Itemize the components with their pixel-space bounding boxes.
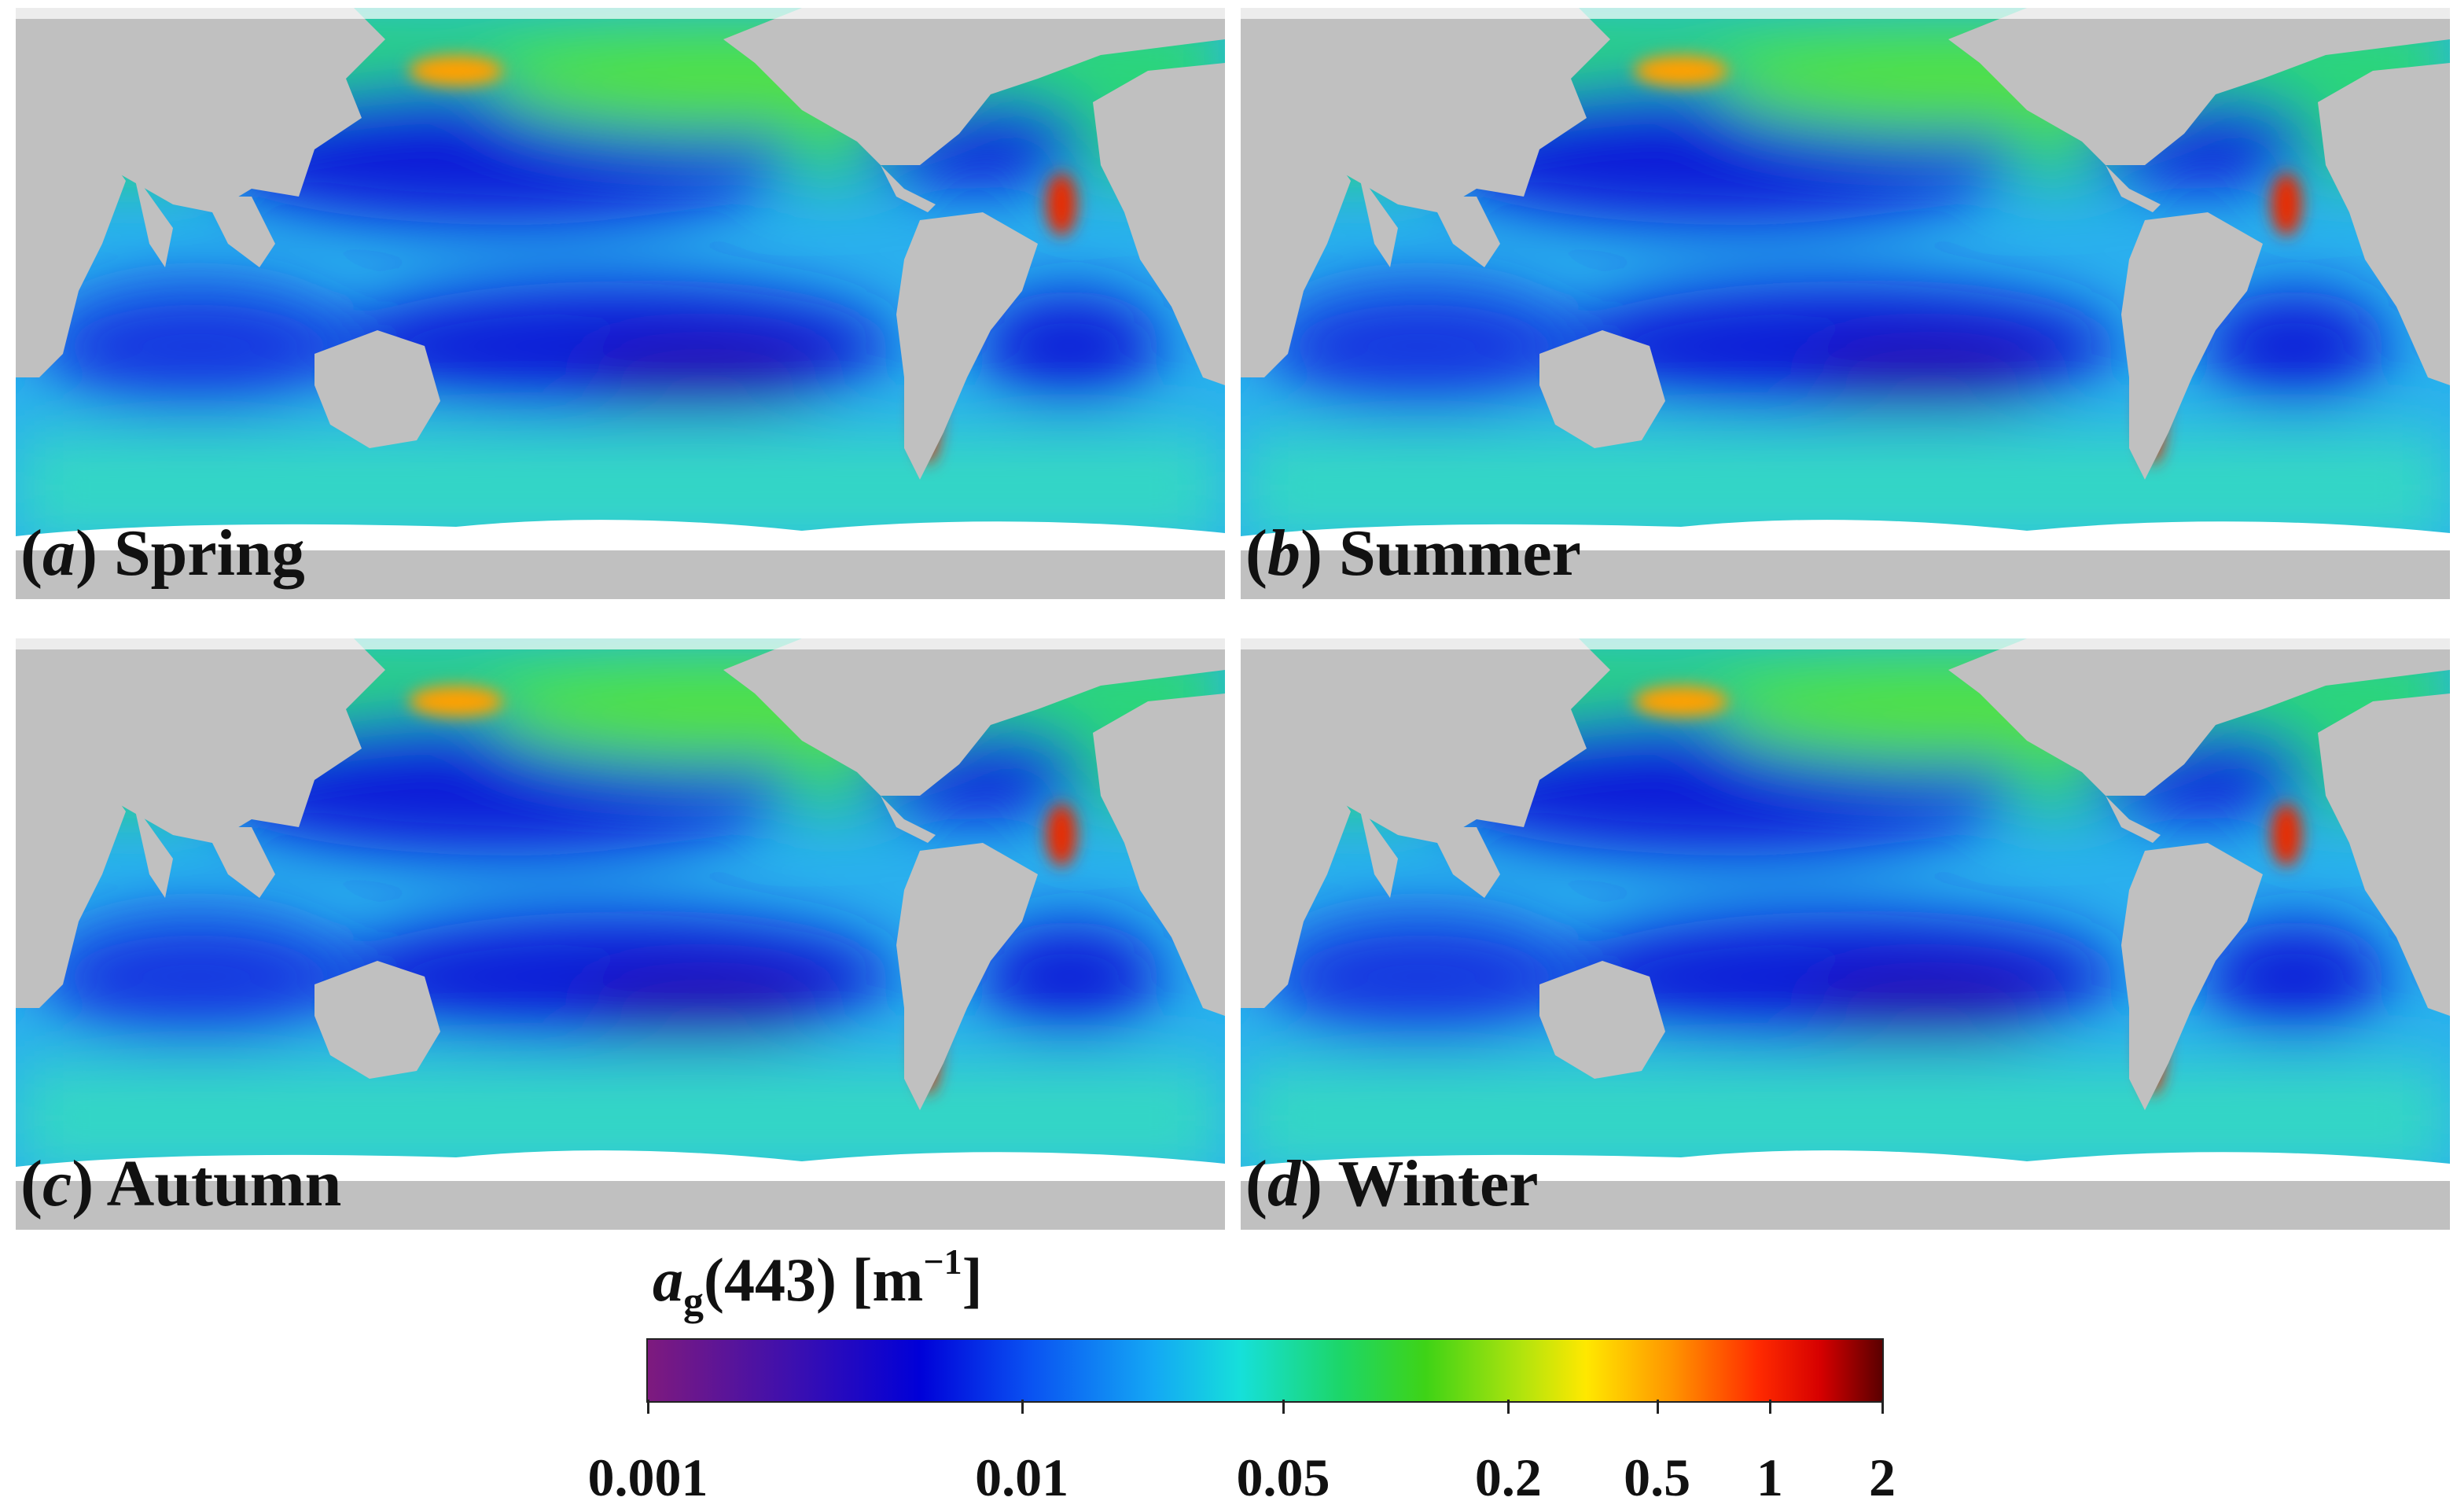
panel-label: (b) Summer [1245,517,1581,590]
colorbar-tick-label: 0.01 [975,1448,1069,1507]
colorbar-tick-label: 0.5 [1624,1448,1691,1507]
map-panel-summer: (b) Summer [1241,8,2450,599]
panel-label: (d) Winter [1245,1147,1539,1220]
colorbar-tick-label: 0.2 [1474,1448,1542,1507]
colorbar-tick-label: 0.001 [587,1448,708,1507]
colorbar-tick-label: 2 [1869,1448,1896,1507]
map-panel-spring: (a) Spring [16,8,1225,599]
panel-label: (a) Spring [20,517,305,590]
colorbar-tick [1656,1400,1659,1414]
colorbar-tick [1021,1400,1024,1414]
colorbar-tick [1282,1400,1286,1414]
map-winter [1241,638,2450,1230]
colorbar [646,1338,1884,1403]
map-spring [16,8,1225,599]
map-panel-autumn: (c) Autumn [16,638,1225,1230]
colorbar-tick-label: 1 [1756,1448,1783,1507]
map-panel-winter: (d) Winter [1241,638,2450,1230]
colorbar-tick [1507,1400,1510,1414]
panel-label: (c) Autumn [20,1147,342,1220]
map-summer [1241,8,2450,599]
colorbar-tick [1881,1400,1884,1414]
colorbar-tick [647,1400,649,1414]
colorbar-tick-label: 0.05 [1236,1448,1330,1507]
colorbar-title: ag(443) [m−1] [653,1242,983,1324]
colorbar-tick [1768,1400,1771,1414]
map-autumn [16,638,1225,1230]
